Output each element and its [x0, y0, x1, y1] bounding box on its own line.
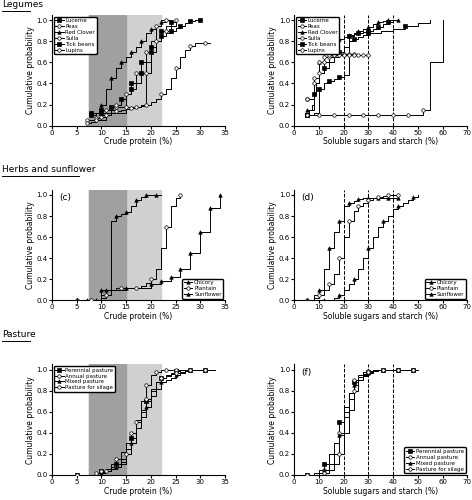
Bar — [89, 364, 160, 475]
Bar — [89, 190, 160, 300]
Legend: Lucerne, Peas, Red Clover, Sulla, Tick beans, Lupins: Lucerne, Peas, Red Clover, Sulla, Tick b… — [54, 16, 97, 54]
Text: (b): (b) — [301, 18, 314, 28]
Legend: Perennial pasture, Annual pasture, Mixed pasture, Pasture for silage: Perennial pasture, Annual pasture, Mixed… — [54, 366, 115, 392]
X-axis label: Soluble sugars and starch (%): Soluble sugars and starch (%) — [323, 137, 438, 146]
Text: (f): (f) — [301, 368, 312, 376]
X-axis label: Crude protein (%): Crude protein (%) — [104, 312, 173, 321]
X-axis label: Soluble sugars and starch (%): Soluble sugars and starch (%) — [323, 312, 438, 321]
X-axis label: Crude protein (%): Crude protein (%) — [104, 486, 173, 496]
Text: Herbs and sunflower: Herbs and sunflower — [2, 165, 96, 174]
Text: Legumes: Legumes — [2, 0, 43, 9]
Legend: Perennial pasture, Annual pasture, Mixed pasture, Pasture for silage: Perennial pasture, Annual pasture, Mixed… — [404, 448, 465, 473]
X-axis label: Crude protein (%): Crude protein (%) — [104, 137, 173, 146]
Legend: Chicory, Plantain, Sunflower: Chicory, Plantain, Sunflower — [183, 278, 223, 298]
Y-axis label: Cumulative probability: Cumulative probability — [269, 201, 278, 289]
Bar — [89, 364, 126, 475]
Bar — [89, 15, 160, 126]
Y-axis label: Cumulative probability: Cumulative probability — [26, 376, 35, 464]
Y-axis label: Cumulative probability: Cumulative probability — [26, 201, 35, 289]
Y-axis label: Cumulative probability: Cumulative probability — [269, 376, 278, 464]
Legend: Lucerne, Peas, Red Clover, Sulla, Tick beans, Lupins: Lucerne, Peas, Red Clover, Sulla, Tick b… — [296, 16, 339, 54]
Y-axis label: Cumulative probability: Cumulative probability — [269, 26, 278, 114]
Legend: Chicory, Plantain, Sunflower: Chicory, Plantain, Sunflower — [425, 278, 465, 298]
Text: (e): (e) — [59, 368, 71, 376]
Text: (c): (c) — [59, 193, 71, 202]
Bar — [89, 190, 126, 300]
Text: (a): (a) — [59, 18, 71, 28]
Bar — [89, 15, 126, 126]
Text: Pasture: Pasture — [2, 330, 36, 339]
X-axis label: Soluble sugars and starch (%): Soluble sugars and starch (%) — [323, 486, 438, 496]
Text: (d): (d) — [301, 193, 314, 202]
Y-axis label: Cumulative probability: Cumulative probability — [26, 26, 35, 114]
